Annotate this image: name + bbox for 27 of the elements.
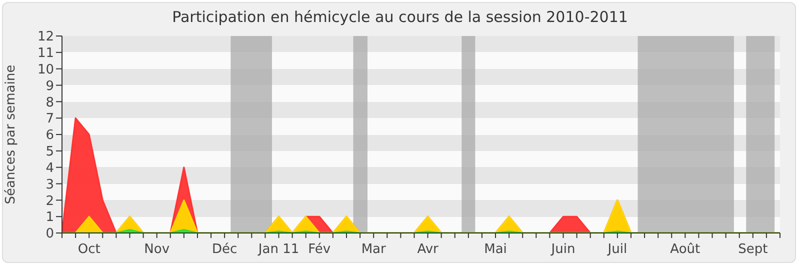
x-tick-label: Juil (606, 242, 628, 257)
x-tick-label: Avr (417, 242, 440, 257)
y-tick-label: 1 (46, 210, 54, 226)
x-tick-label: Sept (738, 242, 768, 257)
x-tick-label: Juin (550, 242, 576, 257)
x-tick-label: Déc (212, 242, 238, 257)
y-tick-label: 0 (46, 226, 54, 242)
y-tick-label: 6 (46, 128, 54, 144)
x-tick-label: Fév (308, 242, 331, 257)
x-tick-label: Mai (484, 242, 507, 257)
y-tick-label: 8 (46, 95, 54, 110)
y-axis-title: Séances par semaine (4, 64, 19, 204)
y-tick-label: 3 (46, 177, 54, 192)
x-tick-label: Nov (144, 242, 170, 257)
x-tick-label: Août (670, 242, 700, 257)
y-tick-label: 9 (46, 78, 54, 94)
y-tick-label: 5 (46, 144, 54, 160)
chart-title: Participation en hémicycle au cours de la session 2010-2011 (171, 8, 629, 26)
x-tick-label: Mar (361, 242, 386, 257)
y-tick-label: 2 (46, 194, 54, 209)
y-tick-label: 10 (37, 62, 54, 78)
y-tick-label: 7 (46, 112, 54, 127)
y-tick-label: 11 (37, 46, 54, 62)
y-tick-label: 12 (37, 30, 54, 45)
x-tick-label: Jan 11 (257, 242, 300, 257)
y-tick-label: 4 (46, 160, 54, 176)
x-tick-label: Oct (78, 242, 100, 257)
